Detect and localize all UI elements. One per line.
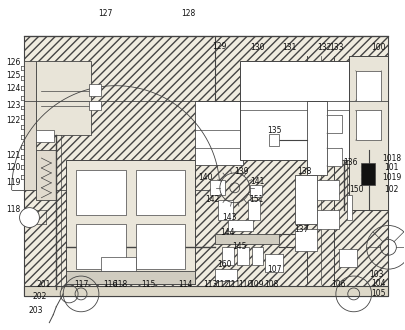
Text: 137: 137 (293, 225, 308, 234)
Bar (23, 286, 388, 296)
Text: 151: 151 (249, 195, 263, 204)
Text: 111: 111 (226, 280, 240, 289)
Text: 138: 138 (296, 167, 311, 177)
Text: 150: 150 (349, 185, 363, 194)
Bar (227, 219, 252, 231)
Bar (36, 150, 56, 200)
Bar (36, 130, 54, 142)
Text: 100: 100 (370, 44, 385, 52)
Text: 140: 140 (197, 173, 212, 182)
Text: 135: 135 (266, 126, 281, 135)
Bar (360, 163, 374, 185)
Text: 104: 104 (370, 280, 385, 288)
Bar (355, 71, 381, 101)
Text: 127: 127 (98, 9, 113, 18)
Text: 113: 113 (202, 280, 217, 289)
Bar (214, 269, 236, 281)
Text: 114: 114 (177, 280, 192, 289)
Text: 103: 103 (369, 270, 383, 279)
Bar (326, 148, 341, 166)
Text: 116: 116 (103, 280, 118, 289)
Bar (294, 175, 316, 224)
Text: 131: 131 (281, 44, 296, 52)
Bar (338, 249, 356, 267)
Bar (269, 134, 279, 146)
Text: 105: 105 (370, 289, 385, 298)
Bar (23, 61, 36, 190)
Circle shape (19, 208, 39, 227)
Text: 160: 160 (217, 260, 232, 269)
Text: 141: 141 (250, 177, 264, 186)
Text: 122: 122 (6, 116, 21, 125)
Bar (89, 84, 100, 96)
Text: 118: 118 (6, 205, 21, 214)
Text: 101: 101 (383, 163, 398, 173)
Text: 202: 202 (32, 292, 47, 301)
Bar (306, 101, 326, 175)
Text: 128: 128 (181, 9, 195, 18)
Bar (346, 195, 351, 219)
Text: 201: 201 (36, 280, 50, 289)
Bar (135, 224, 185, 269)
Bar (221, 247, 233, 265)
Text: 203: 203 (28, 306, 43, 315)
Bar (249, 185, 261, 197)
Text: 1018: 1018 (381, 153, 400, 163)
Bar (294, 229, 316, 251)
Text: 139: 139 (234, 167, 248, 177)
Text: 106: 106 (331, 280, 345, 289)
Bar (66, 160, 194, 284)
Bar (217, 200, 232, 219)
Text: 112: 112 (214, 280, 228, 289)
Bar (89, 101, 100, 111)
Bar (236, 247, 248, 265)
Bar (76, 224, 125, 269)
Bar (214, 234, 279, 244)
Text: 107: 107 (266, 265, 281, 274)
Text: 124: 124 (6, 84, 21, 93)
Bar (355, 111, 381, 140)
Text: 142: 142 (204, 195, 219, 204)
Text: 132: 132 (316, 44, 330, 52)
Text: 133: 133 (329, 44, 343, 52)
Text: 1019: 1019 (381, 173, 400, 182)
Text: 120: 120 (6, 163, 21, 173)
Bar (316, 210, 338, 229)
Text: 123: 123 (6, 101, 21, 110)
Bar (66, 271, 194, 284)
Bar (194, 101, 242, 165)
Text: 125: 125 (6, 71, 21, 80)
Bar (100, 257, 135, 271)
Bar (348, 56, 388, 210)
Text: 136: 136 (343, 157, 357, 167)
Text: 130: 130 (249, 44, 264, 52)
Bar (76, 170, 125, 215)
Bar (316, 180, 338, 200)
Text: 108: 108 (264, 280, 278, 289)
Bar (326, 115, 341, 133)
Bar (36, 61, 91, 135)
Text: 109: 109 (249, 280, 263, 289)
Text: 121: 121 (6, 150, 21, 160)
Text: 129: 129 (212, 42, 226, 50)
Text: 126: 126 (6, 58, 21, 67)
Text: 102: 102 (383, 185, 398, 194)
Text: 145: 145 (232, 242, 246, 251)
Text: 118: 118 (113, 280, 128, 289)
Text: 143: 143 (222, 213, 237, 222)
Bar (209, 180, 224, 195)
Text: 110: 110 (238, 280, 252, 289)
Text: 119: 119 (6, 178, 21, 187)
Bar (251, 247, 263, 265)
Bar (23, 36, 388, 296)
Text: 144: 144 (220, 228, 234, 237)
Bar (265, 254, 283, 272)
Bar (135, 170, 185, 215)
Bar (247, 200, 259, 219)
Bar (239, 61, 348, 160)
Text: 115: 115 (141, 280, 155, 289)
Text: 117: 117 (74, 280, 88, 289)
